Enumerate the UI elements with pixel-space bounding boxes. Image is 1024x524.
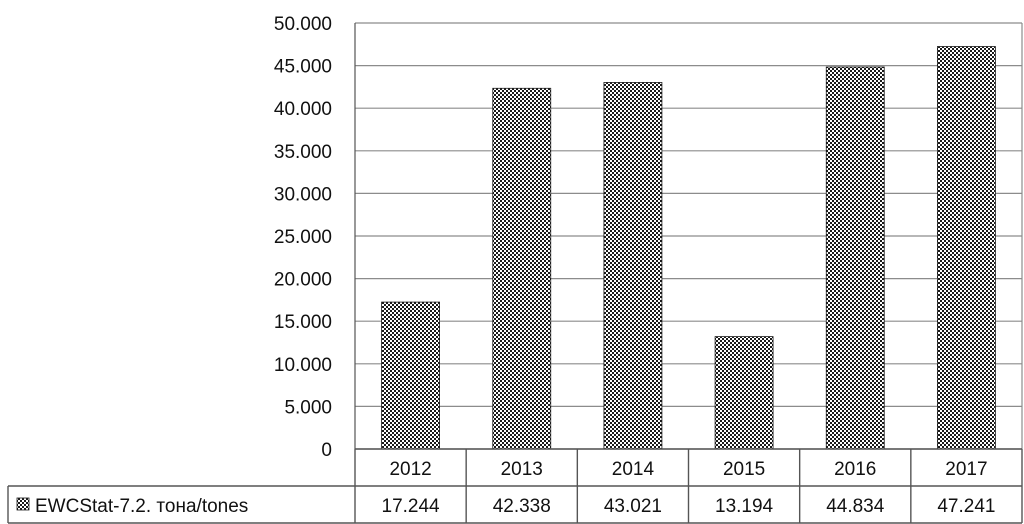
bar-2012 [381,301,440,450]
x-tick-label: 2012 [389,459,431,480]
y-tick-label: 35.000 [274,142,332,163]
x-tick-label: 2016 [834,459,876,480]
data-table: 2012 17.244 2013 42.338 2014 43.021 2015 13.194… [7,448,1023,524]
bar-2013 [492,87,552,450]
data-value-label: 44.834 [826,496,885,517]
x-tick-label: 2015 [723,459,765,480]
y-tick-label: 5.000 [284,397,332,418]
bars [381,46,996,450]
data-value-label: 47.241 [937,496,995,517]
y-tick-label: 10.000 [274,355,332,376]
x-tick-label: 2013 [501,459,543,480]
data-value-label: 13.194 [715,496,774,517]
x-tick-label: 2017 [945,459,987,480]
y-tick-label: 20.000 [274,270,332,291]
bar-2016 [825,66,885,450]
legend-series-name: EWCStat-7.2. тона/tones [35,496,248,517]
y-tick-label: 15.000 [274,312,332,333]
legend-swatch [16,497,30,511]
x-tick-label: 2014 [612,459,655,480]
y-tick-label: 40.000 [274,99,332,120]
y-tick-label: 30.000 [274,184,332,205]
data-value-label: 42.338 [493,496,551,517]
y-tick-label: 45.000 [274,57,332,78]
data-value-label: 17.244 [382,496,441,517]
y-tick-label: 50.000 [274,14,332,35]
y-tick-label: 25.000 [274,227,332,248]
y-axis-tick-labels: 0 5.000 10.000 15.000 20.000 25.000 30.000 35.0… [274,14,332,461]
bar-2014 [603,82,663,450]
bar-2017 [937,46,996,450]
bar-2015 [714,336,774,450]
y-tick-label: 0 [321,440,332,461]
data-value-label: 43.021 [604,496,662,517]
gridlines [354,22,1023,450]
